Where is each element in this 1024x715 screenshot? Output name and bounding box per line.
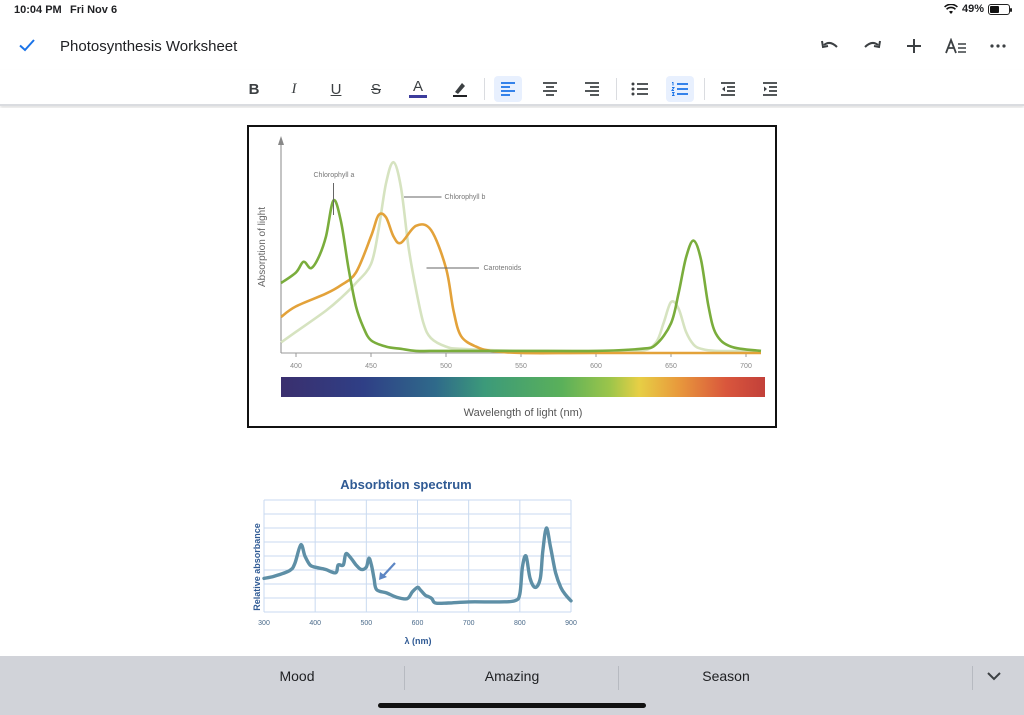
carotenoids-label: Carotenoids <box>484 265 522 272</box>
x-tick-label: 600 <box>590 363 602 370</box>
highlighter-icon <box>453 83 467 97</box>
grid <box>263 499 572 613</box>
chlorophyll-b-label: Chlorophyll b <box>445 194 486 201</box>
x-tick-labels: 300 400 500 600 700 800 900 <box>258 620 577 627</box>
status-time: 10:04 PM <box>14 4 62 16</box>
text-color-swatch <box>409 95 427 98</box>
strikethrough-button[interactable]: S <box>370 80 381 98</box>
battery-icon <box>988 3 1012 15</box>
document-title: Photosynthesis Worksheet <box>60 38 238 55</box>
x-tick-label: 500 <box>440 363 452 370</box>
pointer-arrowhead <box>379 572 387 580</box>
absorbtion-spectrum-chart: Absorbtion spectrum 300 400 500 600 700 800 90… <box>252 477 577 646</box>
chevron-down-icon[interactable] <box>986 668 1002 684</box>
suggestion-1[interactable]: Mood <box>279 668 315 684</box>
align-left-button[interactable] <box>494 76 522 102</box>
x-tick-label: 600 <box>412 620 424 627</box>
x-tick-label: 700 <box>463 620 475 627</box>
wifi-icon <box>944 3 958 14</box>
x-tick-label: 700 <box>740 363 752 370</box>
toolbar-divider <box>616 78 617 100</box>
top-actions <box>818 34 1010 58</box>
add-icon[interactable] <box>902 34 926 58</box>
chart-title: Absorbtion spectrum <box>340 477 471 492</box>
absorbtion-spectrum-figure[interactable]: Absorbtion spectrum 300 400 500 600 700 800 90… <box>248 473 580 651</box>
series-line-chlorophyll-b <box>280 160 762 353</box>
x-tick-label: 500 <box>360 620 372 627</box>
more-options-icon[interactable] <box>986 34 1010 58</box>
x-tick-label: 650 <box>665 363 677 370</box>
x-tick-label: 450 <box>365 363 377 370</box>
suggestion-3[interactable]: Season <box>702 668 750 684</box>
align-center-icon <box>543 82 557 96</box>
increase-indent-icon <box>763 82 777 96</box>
text-color-label: A <box>412 78 423 95</box>
x-tick-label: 800 <box>514 620 526 627</box>
redo-icon[interactable] <box>860 34 884 58</box>
absorption-chart: 400 450 500 550 600 650 700 Chlorophyll aChlor… <box>257 136 765 419</box>
checkmark-icon[interactable] <box>16 34 38 56</box>
undo-icon[interactable] <box>818 34 842 58</box>
x-tick-label: 400 <box>309 620 321 627</box>
toolbar-divider <box>704 78 705 100</box>
text-format-icon[interactable] <box>944 34 968 58</box>
format-toolbar: B I U S A <box>0 70 1024 106</box>
italic-button[interactable]: I <box>291 80 297 97</box>
suggestion-2[interactable]: Amazing <box>484 668 540 684</box>
suggestion-divider <box>404 666 405 690</box>
align-right-icon <box>585 82 599 96</box>
x-tick-label: 300 <box>258 620 270 627</box>
series-line-chlorophyll-a <box>280 198 762 353</box>
battery-percent: 49% <box>961 3 984 15</box>
numbered-list-button[interactable] <box>666 76 694 102</box>
series-line-carotenoids <box>280 212 761 355</box>
x-axis-label: Wavelength of light (nm) <box>464 407 583 419</box>
home-indicator[interactable] <box>378 703 646 708</box>
document-body[interactable]: 400 450 500 550 600 650 700 Chlorophyll a Chlor… <box>0 108 1024 656</box>
chlorophyll-a-label: Chlorophyll a <box>314 172 355 179</box>
bulleted-list-icon <box>631 82 648 96</box>
status-right: 49% <box>944 3 1012 15</box>
x-tick-label: 400 <box>290 363 302 370</box>
spectrum-bar <box>281 377 765 397</box>
x-tick-labels: 400 450 500 550 600 650 700 <box>290 353 752 370</box>
curves <box>280 160 762 355</box>
bold-button[interactable]: B <box>248 80 260 98</box>
y-axis-arrow <box>278 136 284 145</box>
x-tick-label: 550 <box>515 363 527 370</box>
absorption-figure[interactable]: 400 450 500 550 600 650 700 Chlorophyll a Chlor… <box>247 125 777 428</box>
toolbar-divider <box>484 78 485 100</box>
top-bar: Photosynthesis Worksheet <box>0 24 1024 68</box>
underline-button[interactable]: U <box>330 80 342 98</box>
pointer-arrow <box>382 562 396 577</box>
align-center-button[interactable] <box>536 76 564 102</box>
highlight-button[interactable] <box>446 76 474 102</box>
suggestion-divider <box>618 666 619 690</box>
battery-fill <box>990 5 999 13</box>
suggestion-divider <box>972 666 973 690</box>
status-date: Fri Nov 6 <box>70 4 118 16</box>
x-tick-label: 900 <box>565 620 577 627</box>
curve <box>262 526 573 606</box>
text-color-button[interactable]: A <box>404 76 432 102</box>
y-axis-label: Relative absorbance <box>252 523 262 611</box>
increase-indent-button[interactable] <box>756 76 784 102</box>
y-axis-label: Absorption of light <box>257 207 268 287</box>
callouts: Chlorophyll a Chlorophyll b Carotenoids <box>314 172 522 272</box>
series-line <box>262 526 573 606</box>
align-right-button[interactable] <box>578 76 606 102</box>
decrease-indent-button[interactable] <box>714 76 742 102</box>
keyboard-suggestion-bar: Mood Amazing Season <box>0 656 1024 715</box>
align-left-icon <box>501 82 515 96</box>
numbered-list-icon <box>671 82 688 96</box>
decrease-indent-icon <box>721 82 735 96</box>
bulleted-list-button[interactable] <box>626 76 654 102</box>
x-axis-label: λ (nm) <box>405 636 432 646</box>
status-bar: 10:04 PM Fri Nov 6 49% <box>0 0 1024 20</box>
